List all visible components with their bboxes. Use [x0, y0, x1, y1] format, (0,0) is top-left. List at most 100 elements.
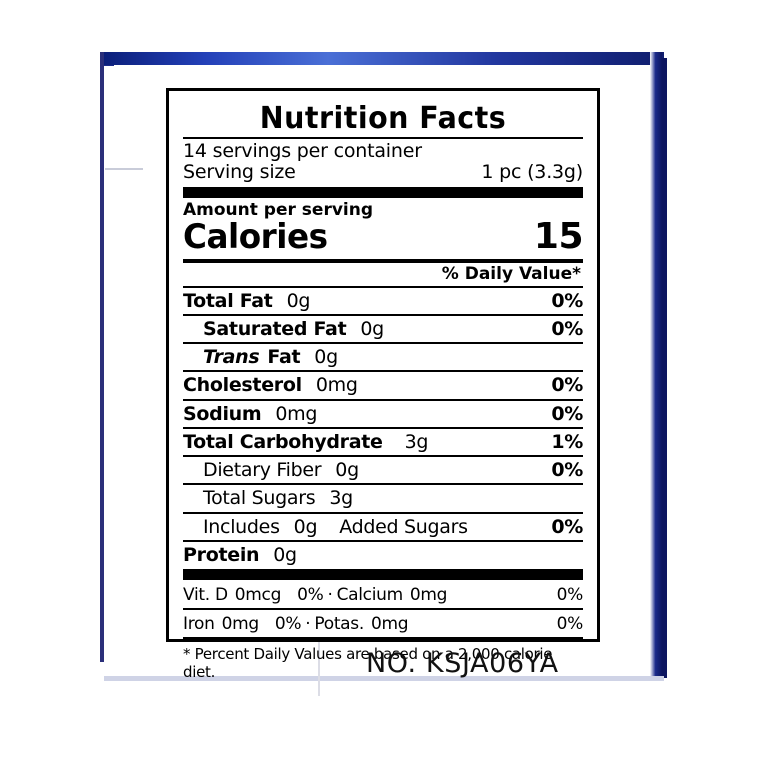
- rule-after-sodium: [183, 426, 583, 429]
- nutrient-suffix-added-sugars: Added Sugars: [339, 515, 468, 538]
- package-right-edge-shadow: [662, 58, 667, 678]
- nutrient-name-sodium: Sodium: [183, 402, 262, 425]
- nutrient-dv-total-fat: 0%: [551, 289, 583, 312]
- daily-value-footnote: * Percent Daily Values are based on a 2,…: [183, 645, 553, 681]
- rule-under-vitamins: [183, 637, 583, 642]
- servings-per-container: 14 servings per container: [183, 139, 422, 162]
- amount-per-serving-label: Amount per serving: [183, 200, 374, 221]
- nutrient-name-protein: Protein: [183, 543, 260, 566]
- vitamin-pct-vitamin-d: 0%: [297, 585, 324, 606]
- nutrition-facts-panel: Nutrition Facts 14 servings per containe…: [166, 88, 600, 680]
- vitamin-name-iron: Iron: [183, 614, 215, 635]
- package-top-band: [104, 52, 664, 65]
- nutrient-row-protein: Protein 0g: [183, 544, 583, 566]
- vitamin-pct-calcium: 0%: [556, 585, 584, 606]
- rule-after-dietary-fiber: [183, 483, 583, 486]
- nutrient-amount-saturated-fat: 0g: [360, 317, 384, 340]
- lot-number: NO. KSJA06YA: [366, 648, 559, 679]
- nutrient-name-total-sugars: Total Sugars: [203, 487, 316, 510]
- nutrient-left-added-sugars: Includes 0g Added Sugars: [183, 515, 468, 538]
- rule-under-dv-header: [183, 285, 583, 288]
- calories-value: 15: [533, 215, 584, 257]
- vitamin-row-2: Iron 0mg 0% · Potas. 0mg 0%: [183, 612, 583, 635]
- nutrient-left-protein: Protein 0g: [183, 543, 297, 566]
- vitamin-amount-potassium: 0mg: [370, 614, 409, 635]
- nutrient-amount-sodium: 0mg: [275, 402, 318, 425]
- vitamin-amount-calcium: 0mg: [409, 585, 448, 606]
- nutrient-left-trans-fat: Trans Fat 0g: [183, 346, 338, 369]
- rule-after-trans-fat: [183, 370, 583, 373]
- rule-after-total-carbohydrate: [183, 455, 583, 458]
- nutrient-left-saturated-fat: Saturated Fat 0g: [183, 317, 384, 340]
- nutrient-row-trans-fat: Trans Fat 0g: [183, 346, 583, 368]
- nutrient-dv-sodium: 0%: [551, 402, 583, 425]
- nutrition-facts-title: Nutrition Facts: [259, 101, 507, 136]
- rule-under-title: [183, 136, 583, 139]
- nutrient-row-total-carbohydrate: Total Carbohydrate 3g 1%: [183, 431, 583, 453]
- nutrient-name-includes: Includes: [203, 515, 280, 538]
- vitamin-amount-iron: 0mg: [221, 614, 260, 635]
- nutrient-name-dietary-fiber: Dietary Fiber: [203, 459, 322, 482]
- nutrient-left-total-sugars: Total Sugars 3g: [183, 487, 353, 510]
- rule-under-serving-size: [183, 187, 583, 199]
- rule-after-vitamin-row-1: [183, 608, 583, 611]
- calories-row: Calories 15: [183, 215, 584, 257]
- nutrient-amount-added-sugars: 0g: [293, 515, 318, 538]
- vitamin-row-1: Vit. D 0mcg 0% · Calcium 0mg 0%: [183, 583, 583, 606]
- nutrient-left-total-carbohydrate: Total Carbohydrate 3g: [183, 430, 429, 453]
- nutrient-dv-total-carbohydrate: 1%: [551, 430, 583, 453]
- nutrient-dv-saturated-fat: 0%: [551, 317, 583, 340]
- rule-under-protein: [183, 569, 583, 581]
- nutrient-name-total-fat: Total Fat: [183, 289, 273, 312]
- vitamin-name-vitamin-d: Vit. D: [183, 585, 228, 606]
- package-crease-line: [318, 596, 320, 696]
- rule-after-added-sugars: [183, 539, 583, 542]
- nutrient-amount-total-sugars: 3g: [329, 487, 353, 510]
- nutrient-row-saturated-fat: Saturated Fat 0g 0%: [183, 318, 583, 340]
- vitamin-name-calcium: Calcium: [336, 585, 404, 606]
- nutrient-left-total-fat: Total Fat 0g: [183, 289, 311, 312]
- nutrient-name-cholesterol: Cholesterol: [183, 374, 302, 397]
- rule-after-saturated-fat: [183, 342, 583, 345]
- nutrient-row-total-fat: Total Fat 0g 0%: [183, 290, 583, 312]
- rule-after-cholesterol: [183, 398, 583, 401]
- rule-under-calories: [183, 258, 583, 263]
- nutrient-row-sodium: Sodium 0mg 0%: [183, 403, 583, 425]
- nutrient-row-added-sugars: Includes 0g Added Sugars 0%: [183, 516, 583, 538]
- nutrient-dv-added-sugars: 0%: [551, 515, 583, 538]
- nutrient-row-cholesterol: Cholesterol 0mg 0%: [183, 374, 583, 397]
- package-right-edge: [650, 52, 662, 680]
- nutrient-name-total-carbohydrate: Total Carbohydrate: [183, 430, 383, 453]
- vitamin-pct-potassium: 0%: [556, 614, 584, 635]
- vitamin-amount-vitamin-d: 0mcg: [234, 585, 282, 606]
- nutrient-amount-dietary-fiber: 0g: [335, 459, 359, 482]
- nutrient-name-fat: Fat: [267, 346, 301, 369]
- daily-value-header: % Daily Value*: [441, 263, 581, 284]
- vitamin-pct-iron: 0%: [274, 614, 302, 635]
- rule-after-total-sugars: [183, 511, 583, 514]
- nutrient-amount-total-carbohydrate: 3g: [404, 430, 429, 453]
- vitamin-segment-vitamin-d: Vit. D 0mcg 0% · Calcium 0mg: [183, 586, 447, 605]
- nutrient-amount-cholesterol: 0mg: [315, 374, 358, 397]
- nutrient-dv-dietary-fiber: 0%: [551, 459, 583, 482]
- vitamin-name-potassium: Potas.: [314, 614, 364, 635]
- nutrient-amount-trans-fat: 0g: [314, 346, 338, 369]
- nutrient-left-sodium: Sodium 0mg: [183, 402, 318, 425]
- nutrient-amount-total-fat: 0g: [286, 289, 311, 312]
- nutrient-left-dietary-fiber: Dietary Fiber 0g: [183, 459, 359, 482]
- nutrient-left-cholesterol: Cholesterol 0mg: [183, 374, 358, 397]
- separator-dot-icon-2: ·: [305, 614, 311, 635]
- serving-size-row: Serving size 1 pc (3.3g): [183, 161, 583, 184]
- rule-after-total-fat: [183, 313, 583, 316]
- nutrient-dv-cholesterol: 0%: [551, 374, 583, 397]
- nutrient-name-saturated-fat: Saturated Fat: [203, 317, 347, 340]
- nutrient-amount-protein: 0g: [273, 543, 297, 566]
- nutrient-row-dietary-fiber: Dietary Fiber 0g 0%: [183, 459, 583, 481]
- vitamin-segment-iron: Iron 0mg 0% · Potas. 0mg: [183, 614, 409, 635]
- package-bottom-shadow: [104, 676, 664, 681]
- package-crease-line-top: [105, 168, 143, 170]
- separator-dot-icon: ·: [327, 585, 333, 606]
- calories-label: Calories: [183, 216, 328, 257]
- serving-size-value: 1 pc (3.3g): [481, 161, 583, 184]
